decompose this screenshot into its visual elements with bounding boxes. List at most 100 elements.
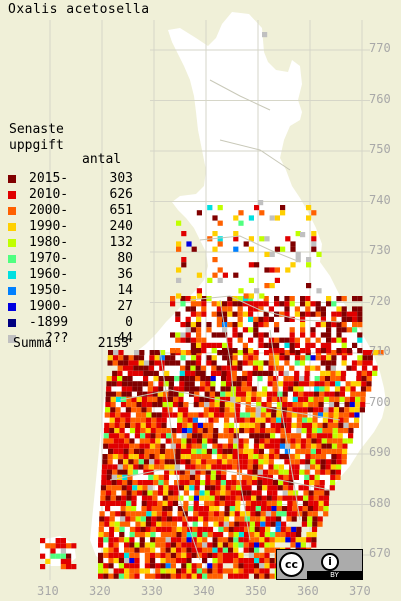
legend-swatch xyxy=(8,207,16,215)
occurrence-cell xyxy=(257,480,263,486)
occurrence-cell xyxy=(331,459,337,465)
occurrence-cell xyxy=(326,322,332,328)
cc-by-license-badge[interactable]: cc i BY xyxy=(276,549,363,580)
occurrence-cell xyxy=(272,381,278,387)
occurrence-cell xyxy=(180,459,186,465)
occurrence-cell xyxy=(251,396,257,402)
occurrence-cell xyxy=(196,537,203,543)
occurrence-cell xyxy=(311,246,317,252)
occurrence-cell xyxy=(241,381,247,387)
occurrence-cell xyxy=(314,381,320,387)
occurrence-cell xyxy=(165,537,171,543)
occurrence-cell xyxy=(248,552,254,558)
occurrence-cell xyxy=(144,547,150,553)
occurrence-cell xyxy=(156,417,162,423)
occurrence-cell xyxy=(145,521,151,527)
occurrence-cell xyxy=(239,511,246,517)
occurrence-cell xyxy=(118,443,124,449)
occurrence-cell xyxy=(45,558,51,564)
occurrence-cell xyxy=(178,391,184,397)
legend-row: 2015- 303 xyxy=(8,171,133,187)
occurrence-cell xyxy=(325,360,332,366)
occurrence-cell xyxy=(128,454,134,460)
occurrence-cell xyxy=(164,459,170,465)
occurrence-cell xyxy=(253,355,259,361)
occurrence-cell xyxy=(99,516,105,522)
occurrence-cell xyxy=(176,220,182,226)
occurrence-cell xyxy=(270,417,276,423)
occurrence-cell xyxy=(182,412,188,418)
occurrence-cell xyxy=(196,272,202,278)
occurrence-cell xyxy=(258,200,264,206)
occurrence-cell xyxy=(190,360,196,366)
occurrence-cell xyxy=(318,396,324,402)
occurrence-cell xyxy=(260,417,266,423)
occurrence-cell xyxy=(312,412,318,418)
occurrence-cell xyxy=(279,443,286,449)
occurrence-cell xyxy=(207,547,213,553)
occurrence-cell xyxy=(232,311,238,317)
occurrence-cell xyxy=(312,417,318,423)
occurrence-cell xyxy=(216,370,222,376)
occurrence-cell xyxy=(134,433,140,439)
occurrence-cell xyxy=(275,428,281,434)
occurrence-cell xyxy=(293,474,299,480)
occurrence-cell xyxy=(60,558,66,564)
occurrence-cell xyxy=(107,454,113,460)
occurrence-cell xyxy=(313,402,319,408)
y-tick-label: 710 xyxy=(369,344,391,358)
occurrence-cell xyxy=(109,428,115,434)
occurrence-cell xyxy=(341,342,347,348)
occurrence-cell xyxy=(169,469,175,475)
occurrence-cell xyxy=(234,412,240,418)
occurrence-cell xyxy=(295,251,301,257)
occurrence-cell xyxy=(178,402,184,408)
occurrence-cell xyxy=(206,342,212,348)
occurrence-cell xyxy=(217,277,223,283)
occurrence-cell xyxy=(118,552,124,558)
occurrence-cell xyxy=(208,511,214,517)
legend-row: 1970- 80 xyxy=(8,251,133,267)
occurrence-cell xyxy=(126,386,133,392)
occurrence-cell xyxy=(255,506,261,512)
legend-swatch xyxy=(8,191,16,199)
occurrence-cell xyxy=(196,552,202,558)
occurrence-cell xyxy=(98,573,104,579)
occurrence-cell xyxy=(161,422,167,428)
occurrence-cell xyxy=(334,391,340,397)
occurrence-cell xyxy=(120,511,126,517)
occurrence-cell xyxy=(124,542,130,548)
occurrence-cell xyxy=(239,422,245,428)
occurrence-cell xyxy=(151,516,157,522)
occurrence-cell xyxy=(297,495,304,501)
occurrence-cell xyxy=(311,428,318,434)
occurrence-cell xyxy=(260,422,266,428)
occurrence-cell xyxy=(279,454,285,460)
occurrence-cell xyxy=(219,412,225,418)
occurrence-cell xyxy=(115,500,121,506)
occurrence-cell xyxy=(160,568,166,574)
occurrence-cell xyxy=(209,396,215,402)
occurrence-cell xyxy=(181,231,187,237)
x-tick-label: 310 xyxy=(37,584,59,598)
occurrence-cell xyxy=(189,381,195,387)
occurrence-cell xyxy=(148,480,154,486)
occurrence-cell xyxy=(170,542,176,548)
occurrence-cell xyxy=(103,438,109,444)
occurrence-cell xyxy=(191,563,197,569)
occurrence-cell xyxy=(232,360,238,366)
occurrence-cell xyxy=(157,396,163,402)
occurrence-cell xyxy=(141,412,147,418)
occurrence-cell xyxy=(266,506,272,512)
occurrence-cell xyxy=(304,376,310,382)
occurrence-cell xyxy=(258,306,264,312)
occurrence-cell xyxy=(271,407,277,413)
occurrence-cell xyxy=(135,511,142,517)
occurrence-cell xyxy=(222,542,228,548)
occurrence-cell xyxy=(170,563,176,569)
occurrence-cell xyxy=(275,422,281,428)
occurrence-cell xyxy=(258,365,264,371)
occurrence-cell xyxy=(187,422,193,428)
occurrence-cell xyxy=(104,412,110,418)
occurrence-cell xyxy=(128,464,134,470)
